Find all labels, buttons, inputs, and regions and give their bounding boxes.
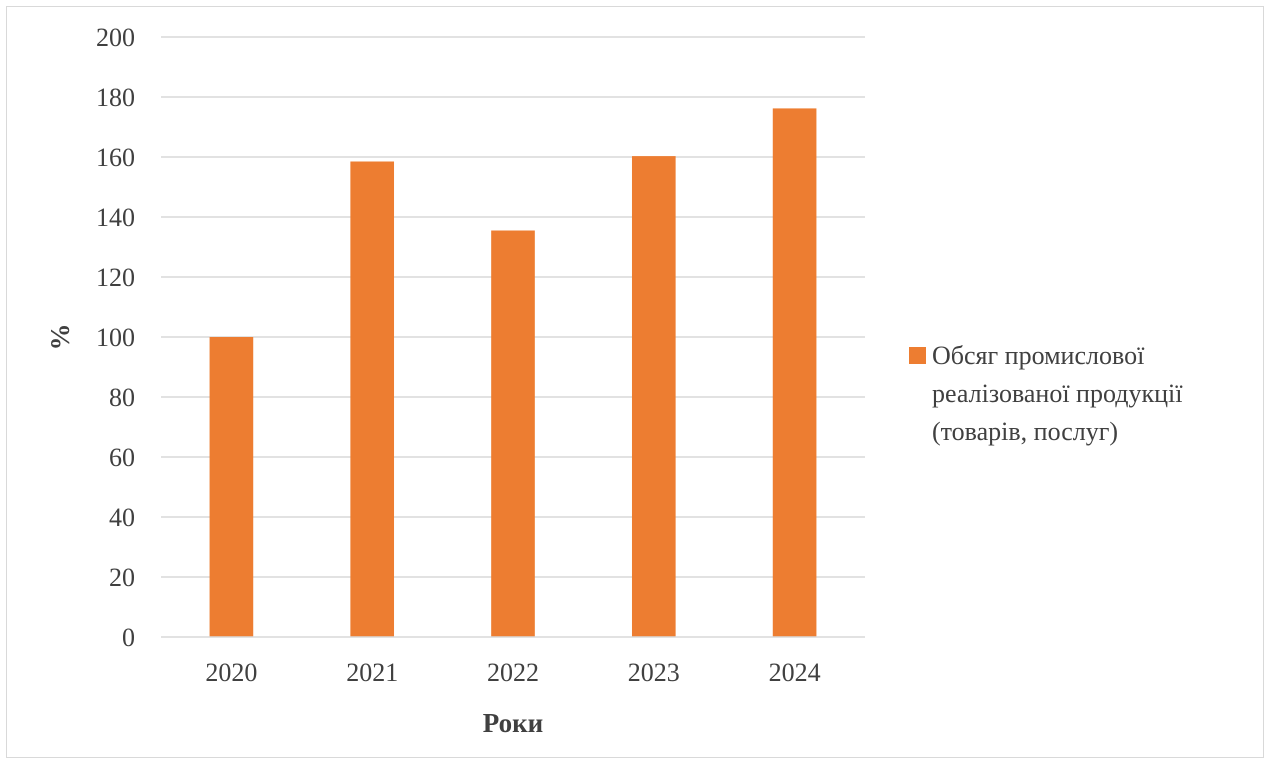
y-tick-label: 60 <box>109 443 135 472</box>
bar-2021 <box>350 161 395 637</box>
y-tick-label: 100 <box>96 323 135 352</box>
y-axis-title: % <box>45 324 75 351</box>
bar-2020 <box>209 337 254 637</box>
y-tick-label: 200 <box>96 23 135 52</box>
bar-2024 <box>772 108 817 637</box>
legend: Обсяг промислової реалізованої продукції… <box>909 341 1183 446</box>
bar-2022 <box>491 230 535 637</box>
bar-2023 <box>631 156 676 637</box>
y-tick-labels: 0 20 40 60 80 100 120 140 160 180 200 <box>96 23 135 652</box>
x-tick-label: 2023 <box>628 658 680 687</box>
y-tick-label: 140 <box>96 203 135 232</box>
x-axis-title: Роки <box>483 708 543 738</box>
y-tick-label: 120 <box>96 263 135 292</box>
legend-swatch <box>909 347 926 364</box>
y-tick-label: 180 <box>96 83 135 112</box>
chart-frame: 0 20 40 60 80 100 120 140 160 180 200 2020 2021 2022… <box>6 6 1264 758</box>
bars <box>209 108 817 637</box>
y-tick-label: 80 <box>109 383 135 412</box>
y-tick-label: 160 <box>96 143 135 172</box>
x-tick-labels: 2020 2021 2022 2023 2024 <box>205 658 820 687</box>
x-tick-label: 2021 <box>346 658 398 687</box>
x-tick-label: 2024 <box>769 658 821 687</box>
y-tick-label: 20 <box>109 563 135 592</box>
y-tick-label: 40 <box>109 503 135 532</box>
x-tick-label: 2020 <box>205 658 257 687</box>
bar-chart: 0 20 40 60 80 100 120 140 160 180 200 2020 2021 2022… <box>45 23 1183 738</box>
legend-line-3: (товарів, послуг) <box>932 417 1118 446</box>
x-tick-label: 2022 <box>487 658 539 687</box>
legend-line-1: Обсяг промислової <box>932 341 1145 370</box>
y-tick-label: 0 <box>122 623 135 652</box>
legend-line-2: реалізованої продукції <box>932 379 1183 408</box>
